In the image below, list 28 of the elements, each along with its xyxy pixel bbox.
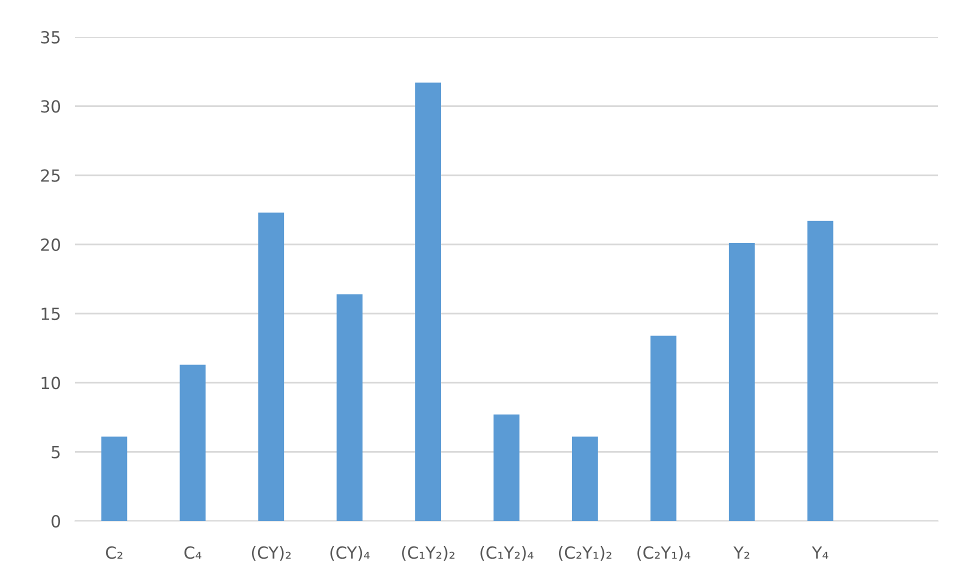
x-tick-label: (C₂Y₁)₂ [558,546,612,561]
y-tick-label: 10 [42,376,60,390]
y-tick-label: 30 [41,100,60,113]
bar [494,414,520,521]
y-tick-label: 20 [41,238,60,251]
y-tick-label: 25 [41,169,60,182]
bar [258,212,284,521]
x-tick-label: (CY)₄ [330,546,370,561]
x-tick-label: (C₁Y₂)₂ [402,546,454,561]
x-tick-label: C₂ [106,546,122,559]
bar [415,82,441,521]
bar [572,436,598,521]
x-tick-label: Y₂ [733,546,750,559]
bar [807,220,834,521]
bar [336,294,363,521]
bar [728,243,755,521]
y-tick-label: 35 [41,30,60,44]
x-tick-label: (C₂Y₁)₄ [637,546,690,561]
bar [650,336,676,521]
y-tick-label: 5 [52,446,60,458]
x-tick-label: Y₄ [812,546,828,559]
y-tick-label: 0 [52,514,60,528]
y-tick-label: 15 [42,308,60,320]
bar [180,364,206,521]
x-tick-label: (CY)₂ [252,546,291,561]
bar [101,436,128,521]
x-tick-label: (C₁Y₂)₄ [480,546,534,561]
x-tick-label: C₄ [184,546,202,559]
